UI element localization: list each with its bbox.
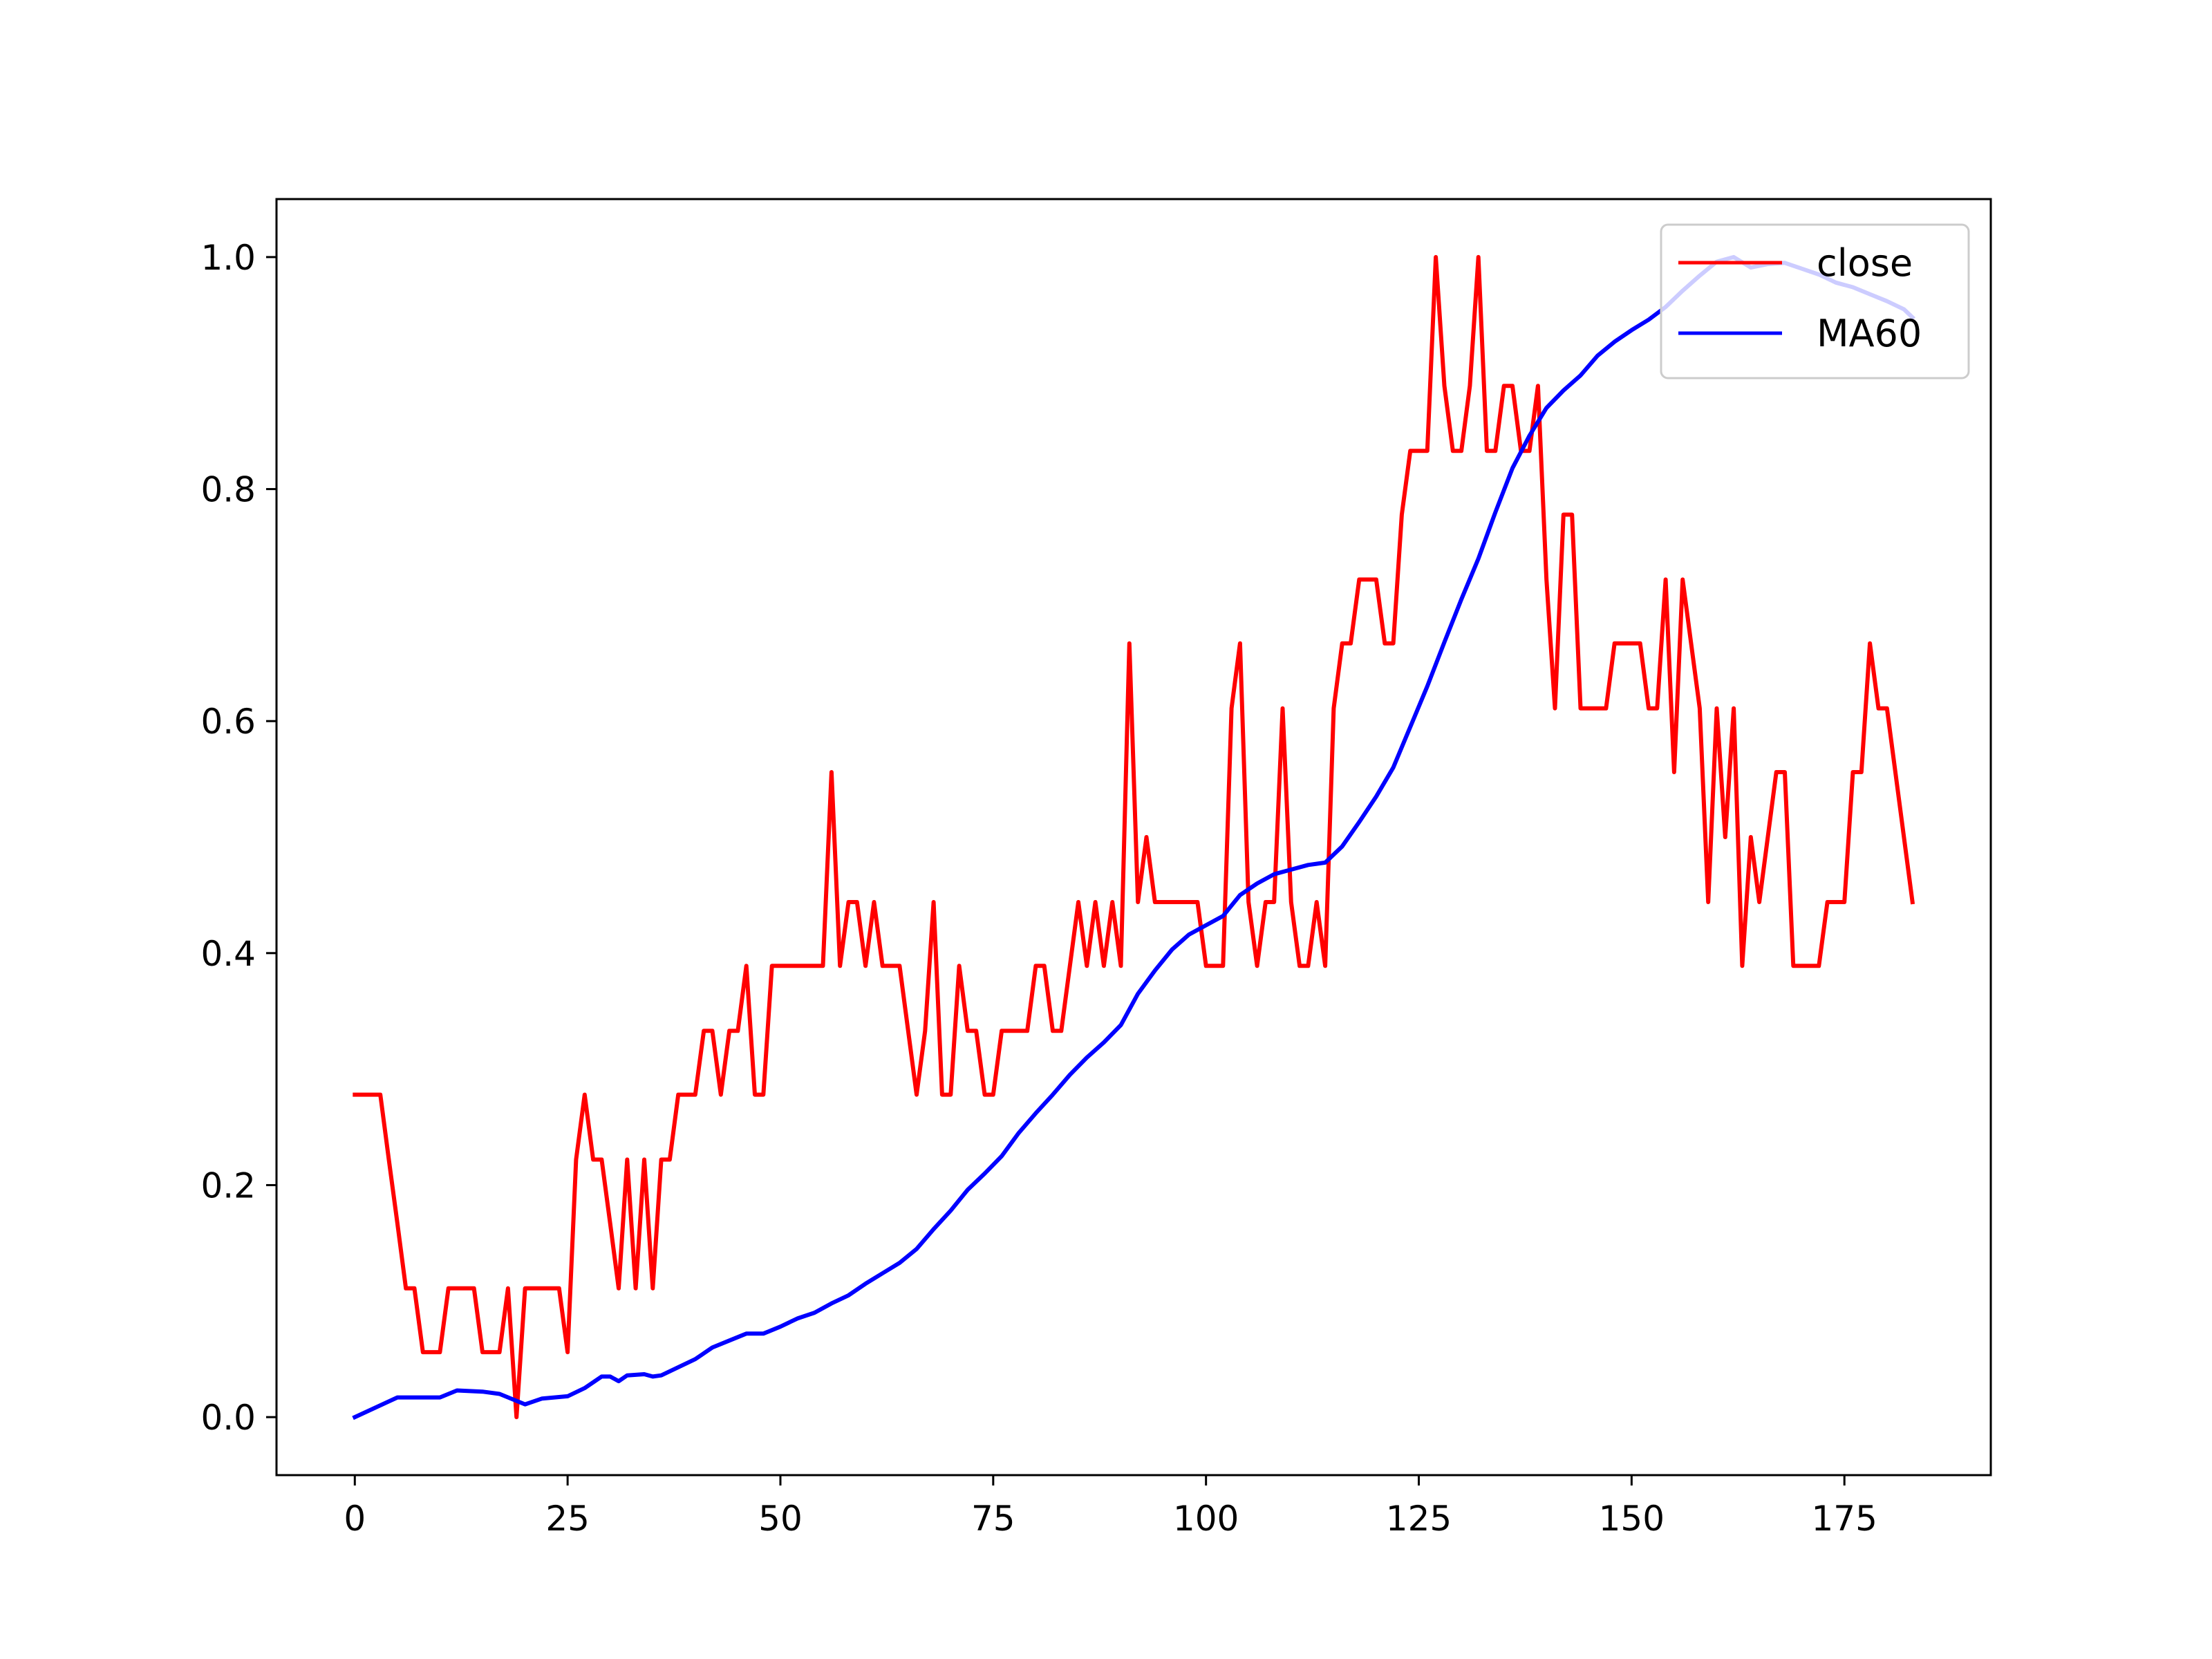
x-tick-label: 150 bbox=[1599, 1499, 1665, 1539]
legend-box bbox=[1660, 223, 1970, 379]
x-tick-label: 0 bbox=[344, 1499, 366, 1539]
y-tick-label: 0.2 bbox=[200, 1165, 256, 1206]
y-tick-label: 0.0 bbox=[200, 1398, 256, 1438]
y-tick-label: 1.0 bbox=[200, 238, 256, 278]
y-tick-label: 0.6 bbox=[200, 702, 256, 742]
x-tick-label: 100 bbox=[1173, 1499, 1239, 1539]
y-axis: 0.0 0.2 0.4 0.6 0.8 1.0 bbox=[200, 238, 276, 1438]
y-tick-label: 0.4 bbox=[200, 934, 256, 974]
legend-label-ma60: MA60 bbox=[1817, 312, 1922, 355]
x-tick-label: 25 bbox=[545, 1499, 590, 1539]
x-tick-label: 50 bbox=[758, 1499, 803, 1539]
plot-area bbox=[276, 199, 1991, 1475]
y-tick-label: 0.8 bbox=[200, 470, 256, 510]
x-axis: 0 25 50 75 100 125 150 175 bbox=[344, 1475, 1877, 1539]
series-line-close bbox=[353, 254, 1915, 1420]
legend: close MA60 bbox=[1660, 223, 1970, 379]
x-tick-label: 75 bbox=[971, 1499, 1015, 1539]
axes-frame bbox=[275, 198, 1992, 1477]
x-tick-label: 125 bbox=[1386, 1499, 1452, 1539]
legend-label-close: close bbox=[1817, 241, 1913, 285]
x-tick-label: 175 bbox=[1811, 1499, 1877, 1539]
